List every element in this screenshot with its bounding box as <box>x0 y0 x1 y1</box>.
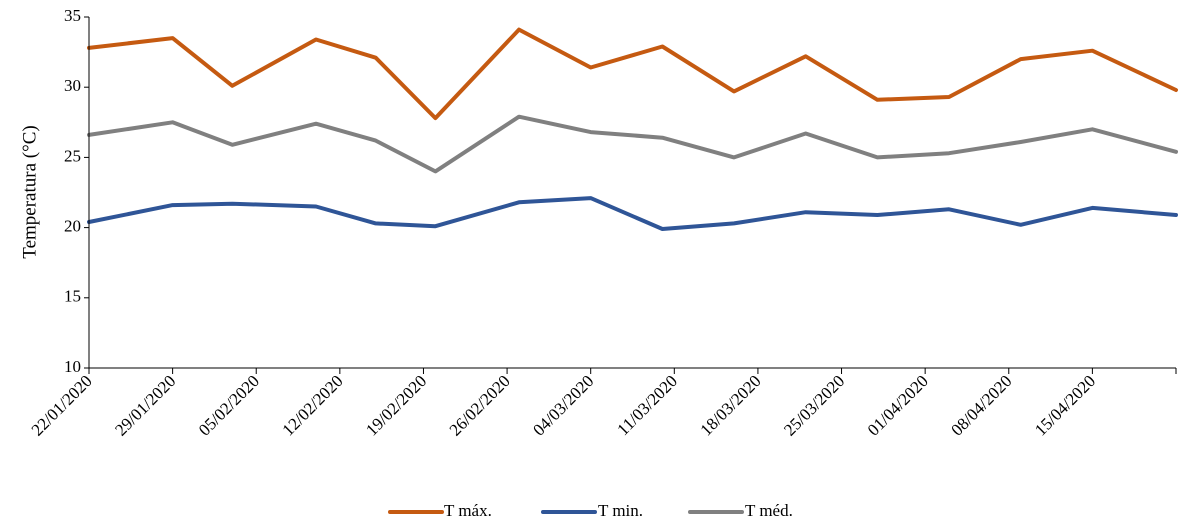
series-lines <box>87 27 1178 231</box>
y-tick-label: 35 <box>64 6 81 25</box>
x-tick-label: 18/03/2020 <box>697 371 765 439</box>
y-tick-label: 20 <box>64 217 81 236</box>
y-tick-label: 25 <box>64 146 81 165</box>
series-line-1 <box>87 196 1178 231</box>
y-tick-label: 30 <box>64 76 81 95</box>
series-line-2 <box>87 114 1178 174</box>
y-axis-title: Temperatura (°C) <box>19 125 40 258</box>
axes <box>88 17 1176 369</box>
y-tick-label: 10 <box>64 357 81 376</box>
legend-label-0: T máx. <box>444 501 492 520</box>
y-axis-ticks: 10 15 20 25 30 35 <box>64 6 89 376</box>
x-tick-label: 26/02/2020 <box>446 371 514 439</box>
series-line-0 <box>87 27 1178 121</box>
x-tick-label: 12/02/2020 <box>278 371 346 439</box>
x-tick-label: 11/03/2020 <box>613 371 681 439</box>
legend: T máx. T min. T méd. <box>388 501 793 520</box>
y-tick-label: 15 <box>64 287 81 306</box>
x-tick-label: 05/02/2020 <box>195 371 263 439</box>
x-tick-label: 01/04/2020 <box>864 371 932 439</box>
x-axis-ticks: 22/01/2020 29/01/2020 05/02/2020 12/02/2020… <box>28 368 1177 440</box>
x-tick-label: 08/04/2020 <box>947 371 1015 439</box>
x-tick-label: 25/03/2020 <box>780 371 848 439</box>
legend-label-1: T min. <box>598 501 643 520</box>
x-tick-label: 15/04/2020 <box>1031 371 1099 439</box>
x-tick-label: 04/03/2020 <box>529 371 597 439</box>
legend-label-2: T méd. <box>745 501 793 520</box>
x-tick-label: 22/01/2020 <box>28 371 96 439</box>
x-tick-label: 19/02/2020 <box>362 371 430 439</box>
x-tick-label: 29/01/2020 <box>111 371 179 439</box>
